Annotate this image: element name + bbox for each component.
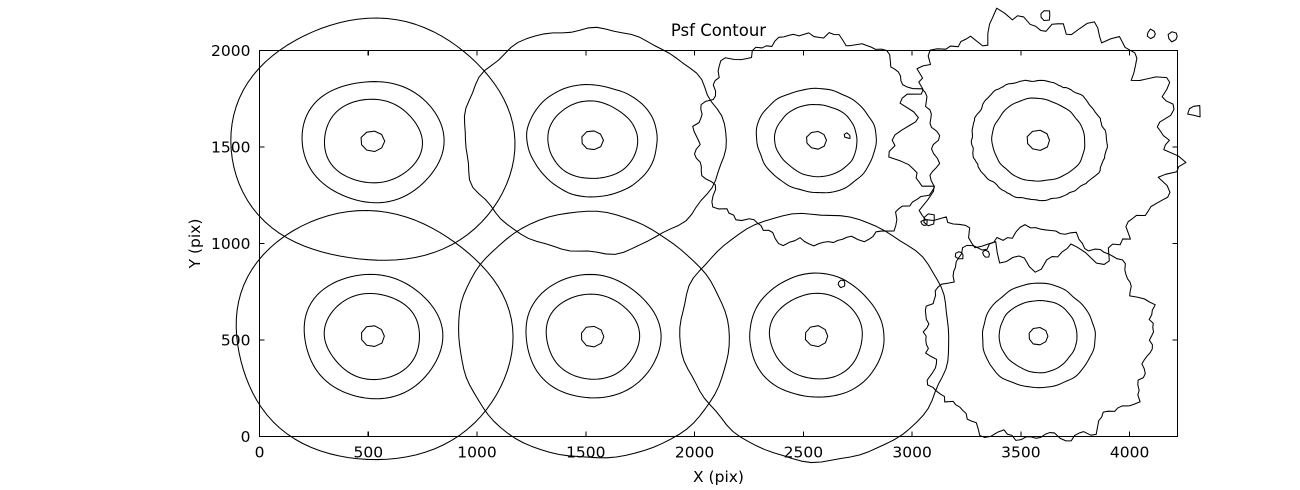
contour-level-1 bbox=[303, 273, 444, 400]
contour-series bbox=[230, 7, 1201, 464]
contour-level-2 bbox=[323, 292, 421, 381]
noise-island bbox=[1167, 31, 1178, 43]
noise-island bbox=[1187, 105, 1201, 118]
psf-contour-group bbox=[692, 32, 941, 289]
psf-contour-group bbox=[463, 26, 727, 255]
contour-level-2 bbox=[773, 104, 858, 178]
x-tick-label: 2000 bbox=[675, 444, 714, 462]
contour-level-2 bbox=[768, 292, 863, 380]
contour-level-1 bbox=[749, 272, 885, 398]
x-axis-ticks bbox=[258, 50, 1131, 437]
contour-level-1 bbox=[526, 83, 658, 198]
contour-level-0 bbox=[463, 26, 727, 255]
axes-frame bbox=[258, 49, 1179, 438]
noise-island bbox=[1040, 10, 1051, 22]
contour-level-1 bbox=[970, 79, 1108, 202]
noise-island bbox=[920, 219, 928, 226]
contour-level-0 bbox=[888, 7, 1187, 273]
contour-level-0 bbox=[922, 224, 1156, 442]
noise-island bbox=[954, 251, 964, 260]
noise-island bbox=[982, 249, 990, 258]
contour-level-3 bbox=[1026, 129, 1051, 151]
contour-level-3 bbox=[804, 325, 829, 348]
x-axis-tick-labels: 0 500 1000 1500 2000 2500 3000 3500 4000 bbox=[255, 444, 1150, 462]
contour-level-0 bbox=[458, 210, 730, 459]
contour-level-2 bbox=[991, 97, 1086, 182]
axes-spines bbox=[258, 49, 1179, 438]
x-tick-label: 500 bbox=[353, 444, 383, 462]
contour-level-0 bbox=[692, 32, 941, 247]
x-tick-label: 2500 bbox=[784, 444, 823, 462]
psf-contour-group bbox=[843, 7, 1201, 273]
x-axis-label: X (pix) bbox=[693, 468, 744, 486]
x-tick-label: 1000 bbox=[457, 444, 496, 462]
contour-level-1 bbox=[301, 81, 445, 204]
contour-level-2 bbox=[545, 293, 641, 380]
y-axis-ticks bbox=[259, 49, 1178, 438]
contour-level-3 bbox=[581, 130, 604, 151]
contour-level-0 bbox=[230, 17, 516, 261]
contour-level-0 bbox=[679, 212, 950, 464]
contour-level-3 bbox=[1028, 326, 1049, 346]
noise-island bbox=[923, 213, 935, 227]
x-tick-label: 1500 bbox=[566, 444, 605, 462]
x-tick-label: 3500 bbox=[1001, 444, 1040, 462]
y-tick-label: 0 bbox=[241, 428, 251, 446]
psf-contour-group bbox=[922, 224, 1156, 442]
plot-title-group: Psf Contour bbox=[671, 21, 766, 40]
contour-level-2 bbox=[547, 100, 639, 179]
y-tick-label: 2000 bbox=[211, 42, 250, 60]
psf-contour-group bbox=[230, 17, 516, 261]
x-tick-label: 4000 bbox=[1110, 444, 1149, 462]
contour-level-1 bbox=[755, 87, 877, 194]
psf-contour-group bbox=[458, 210, 730, 459]
x-tick-label: 0 bbox=[255, 444, 265, 462]
contour-level-0 bbox=[235, 209, 514, 461]
psf-contour-group bbox=[235, 209, 514, 461]
y-tick-label: 500 bbox=[221, 332, 251, 350]
contour-level-1 bbox=[525, 273, 662, 399]
noise-island bbox=[837, 279, 846, 289]
y-tick-label: 1000 bbox=[211, 235, 250, 253]
contour-level-3 bbox=[361, 325, 385, 347]
noise-island bbox=[843, 132, 851, 140]
contour-level-3 bbox=[580, 325, 605, 348]
contour-level-1 bbox=[981, 282, 1096, 389]
contour-level-2 bbox=[323, 98, 423, 184]
page-title: Psf Contour bbox=[671, 21, 766, 40]
noise-island bbox=[1146, 28, 1156, 40]
contour-level-3 bbox=[360, 130, 386, 153]
x-tick-label: 3000 bbox=[892, 444, 931, 462]
contour-level-3 bbox=[806, 130, 828, 150]
contour-level-2 bbox=[998, 300, 1078, 374]
y-axis-label: Y (pix) bbox=[186, 219, 204, 270]
psf-contour-group bbox=[679, 212, 950, 464]
